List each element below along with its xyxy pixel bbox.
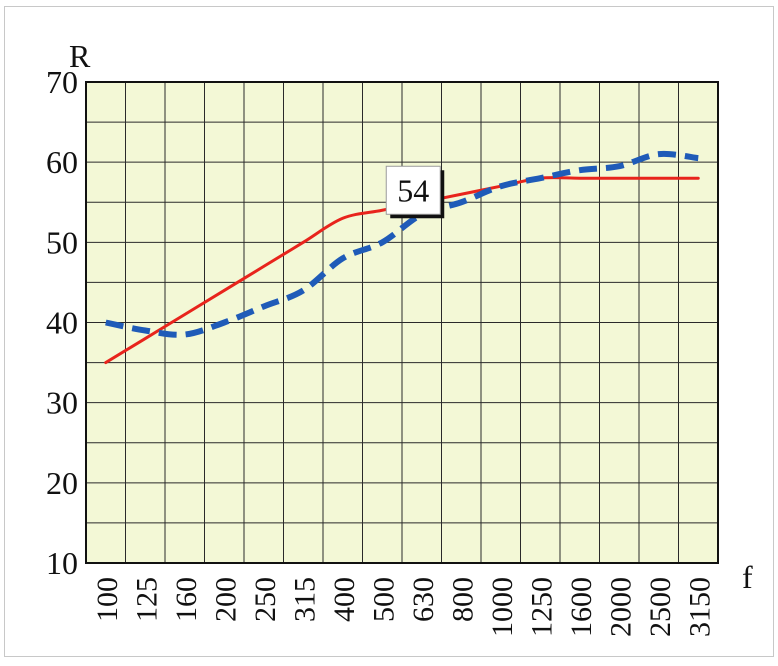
y-tick-label: 40 [46, 305, 78, 341]
x-tick-label: 100 [91, 577, 124, 622]
x-tick-label: 315 [288, 577, 321, 622]
y-tick-label: 30 [46, 385, 78, 421]
x-tick-label: 125 [130, 577, 163, 622]
x-tick-label: 3150 [683, 577, 716, 637]
x-tick-label: 160 [170, 577, 203, 622]
x-axis-label: f [742, 559, 753, 595]
x-tick-label: 800 [446, 577, 479, 622]
data-label: 54 [397, 172, 429, 208]
x-tick-label: 1000 [486, 577, 519, 637]
y-tick-label: 10 [46, 545, 78, 581]
plot-border [85, 81, 719, 564]
outer-frame [4, 6, 774, 657]
x-tick-label: 500 [367, 577, 400, 622]
data-label-callout: 54 [385, 165, 445, 219]
x-tick-label: 630 [407, 577, 440, 622]
x-tick-label: 2000 [604, 577, 637, 637]
x-tick-label: 2500 [644, 577, 677, 637]
x-tick-label: 1250 [525, 577, 558, 637]
dashed-series-line [105, 150, 699, 338]
x-tick-label: 250 [249, 577, 282, 622]
x-tick-label: 400 [328, 577, 361, 622]
y-tick-label: 60 [46, 144, 78, 180]
y-axis-label: R [69, 38, 91, 74]
x-tick-label: 1600 [565, 577, 598, 637]
y-tick-label: 20 [46, 465, 78, 501]
x-tick-label: 200 [209, 577, 242, 622]
y-tick-label: 50 [46, 224, 78, 260]
callout-box [385, 165, 441, 215]
y-tick-label: 70 [46, 64, 78, 100]
